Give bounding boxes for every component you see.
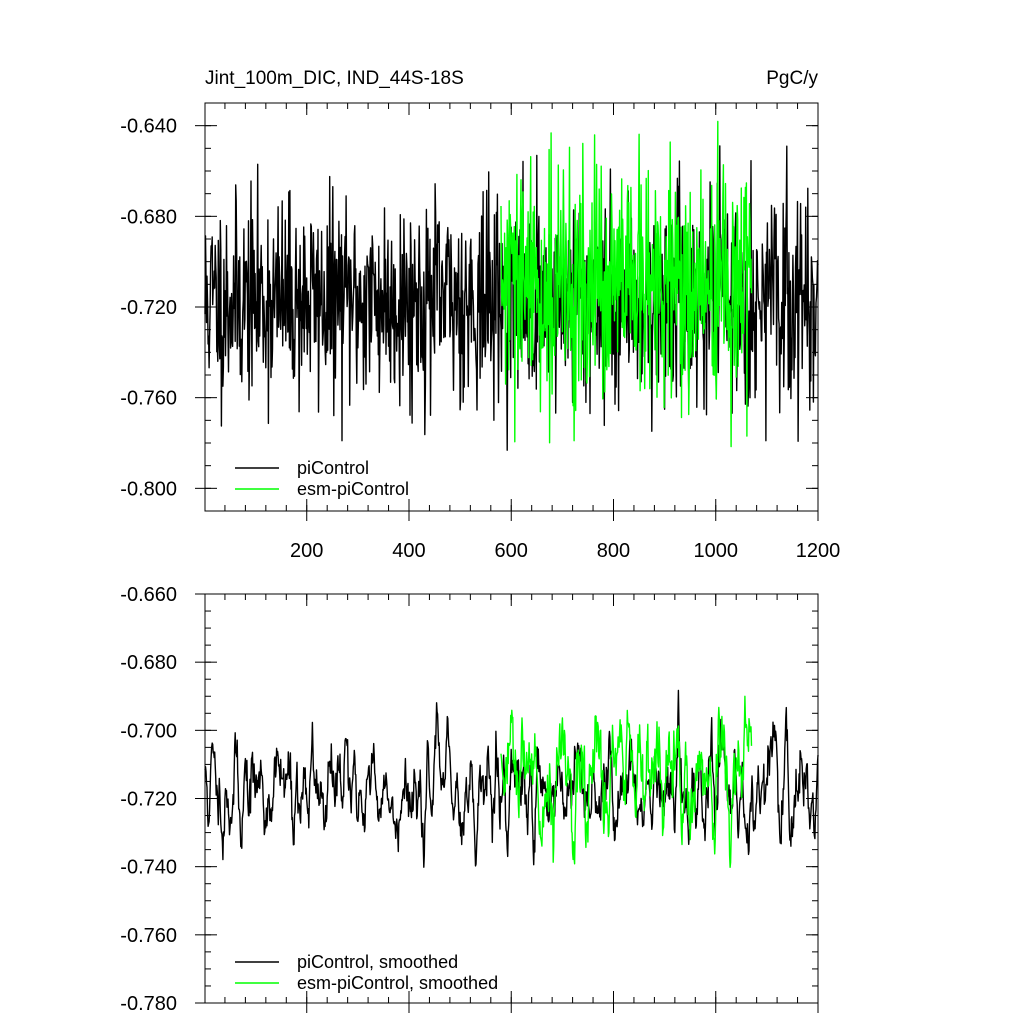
x-tick-label: 400	[392, 540, 425, 562]
x-tick-label: 1000	[693, 540, 738, 562]
series-line-1	[500, 695, 753, 868]
plot-frame	[204, 593, 819, 1004]
units-label: PgC/y	[766, 68, 818, 89]
legend-label: piControl, smoothed	[297, 952, 458, 972]
legend-label: esm-piControl	[297, 479, 409, 499]
y-tick-label: -0.760	[120, 388, 177, 410]
x-tick-label: 800	[597, 540, 630, 562]
y-tick-label: -0.700	[120, 720, 177, 742]
x-tick-label: 600	[495, 540, 528, 562]
legend-label: piControl	[297, 458, 369, 478]
series-line-1	[500, 120, 753, 448]
y-tick-label: -0.780	[120, 993, 177, 1015]
y-tick-label: -0.720	[120, 789, 177, 811]
y-tick-label: -0.640	[120, 116, 177, 138]
y-tick-label: -0.720	[120, 297, 177, 319]
y-tick-label: -0.680	[120, 652, 177, 674]
x-tick-label: 1200	[796, 540, 841, 562]
y-tick-label: -0.740	[120, 857, 177, 879]
y-tick-label: -0.760	[120, 925, 177, 947]
bottom-panel: -0.660 -0.680 -0.700 -0.720 -0.740 -0.760 -0.7…	[120, 584, 819, 1015]
y-tick-label: -0.660	[120, 584, 177, 606]
top-panel: Jint_100m_DIC, IND_44S-18S PgC/y -0.640 -0.…	[120, 68, 840, 562]
y-tick-label: -0.800	[120, 478, 177, 500]
legend-label: esm-piControl, smoothed	[297, 973, 498, 993]
chart-title: Jint_100m_DIC, IND_44S-18S	[205, 68, 464, 89]
x-tick-label: 200	[290, 540, 323, 562]
y-tick-label: -0.680	[120, 206, 177, 228]
